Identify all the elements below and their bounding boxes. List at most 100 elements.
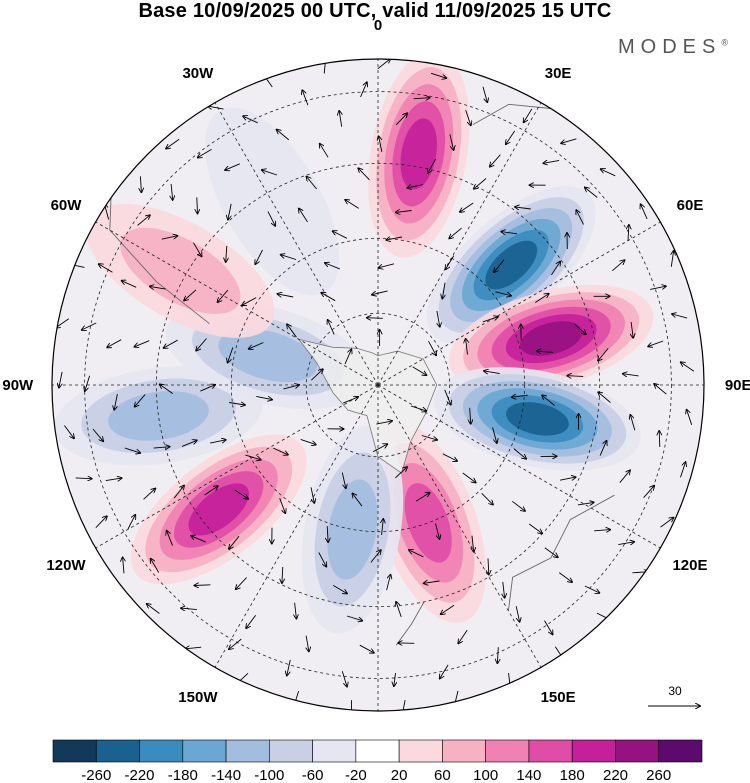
anomaly-negative (434, 367, 641, 471)
wind-arrow (320, 144, 329, 158)
wind-arrow (484, 371, 500, 374)
wind-arrow (442, 282, 445, 299)
wind-arrow (512, 500, 525, 511)
wind-arrow (333, 231, 348, 239)
map-disk (52, 59, 704, 711)
wind-arrow (236, 577, 247, 590)
wind-arrow (660, 518, 674, 528)
wind-arrow (191, 536, 206, 543)
wind-arrow (277, 130, 290, 141)
meridian-line (214, 102, 379, 386)
colorbar-tick-label: -60 (302, 767, 324, 783)
wind-arrow (321, 293, 336, 302)
colorbar-swatch (442, 739, 486, 763)
anomaly-negative (426, 186, 596, 344)
colorbar-swatch (658, 739, 703, 763)
wind-arrow (193, 242, 201, 257)
anomaly-contour (108, 391, 209, 441)
meridian-line (377, 221, 661, 386)
wind-arrow (82, 322, 97, 330)
colorbar-swatch (225, 739, 270, 763)
wind-arrow (107, 339, 122, 348)
wind-arrow (124, 447, 140, 453)
anomaly-positive (130, 434, 307, 585)
wind-arrow (295, 602, 297, 619)
wind-arrow (210, 440, 226, 444)
wind-arrow (577, 502, 594, 505)
wind-arrow (99, 264, 113, 273)
wind-arrow (344, 349, 351, 365)
wind-arrow (171, 183, 173, 200)
meridian-line (95, 221, 379, 386)
wind-arrow (561, 138, 577, 144)
colorbar-tick-label: -20 (345, 767, 367, 783)
wind-arrow (229, 403, 245, 406)
wind-arrow (135, 394, 146, 407)
wind-arrow (299, 209, 308, 223)
wind-arrow (386, 575, 391, 591)
wind-arrow (394, 467, 407, 479)
wind-arrow (198, 149, 212, 157)
wind-arrow (428, 158, 436, 173)
wind-arrow (234, 489, 248, 499)
wind-arrow (307, 177, 317, 190)
wind-arrow (503, 581, 505, 598)
wind-arrow (543, 160, 560, 163)
wind-arrow (345, 200, 359, 209)
wind-arrow (601, 169, 616, 177)
colorbar-tick-label: 60 (434, 767, 451, 783)
colorbar-tick-label: 100 (473, 767, 498, 783)
wind-arrow (137, 215, 150, 226)
wind-arrow (598, 348, 609, 360)
wind-arrow (358, 168, 370, 181)
wind-arrow (328, 320, 335, 335)
colorbar-swatch (312, 739, 357, 763)
colorbar-swatch (571, 739, 616, 763)
wind-arrow (573, 323, 586, 335)
wind-arrow (310, 369, 323, 381)
anomaly-positive (370, 422, 486, 623)
meridian-line (377, 102, 542, 386)
wind-arrow (226, 245, 227, 262)
wind-arrow (95, 516, 107, 529)
wind-arrow (114, 394, 118, 410)
graticule (52, 59, 704, 711)
wind-arrow (497, 647, 498, 663)
wind-arrow (412, 366, 427, 375)
wind-arrow (421, 435, 437, 440)
longitude-label: 120E (672, 557, 707, 574)
wind-arrow (243, 116, 258, 124)
colorbar-tick-label: 220 (603, 767, 628, 783)
wind-arrow (267, 211, 275, 226)
africa-coast (472, 103, 551, 125)
wind-arrow (59, 371, 63, 388)
colorbar-tick-label: 260 (646, 767, 671, 783)
wind-arrow (273, 447, 288, 455)
wind-arrow (372, 290, 388, 295)
wind-arrow (428, 340, 437, 355)
wind-arrow (85, 375, 91, 391)
wind-arrow (672, 314, 688, 319)
wind-arrow (472, 535, 474, 552)
wind-arrow (377, 59, 391, 70)
longitude-label: 90W (2, 377, 34, 394)
wind-arrow (228, 347, 234, 363)
wind-arrow (181, 440, 197, 447)
colorbar: -260 -220 -180 -140 -100 -60 -20 20 60 100 140 180 2… (52, 739, 703, 783)
wind-arrow (196, 338, 207, 351)
south-america-coast (109, 197, 210, 325)
wind-arrow (343, 397, 358, 404)
wind-arrow (262, 170, 278, 176)
wind-arrow (185, 647, 202, 649)
wind-arrow (184, 289, 197, 301)
wind-arrow (449, 134, 454, 150)
wind-vectors (56, 59, 695, 711)
longitude-label: 150W (178, 689, 218, 706)
anomaly-contour (327, 479, 378, 580)
wind-arrow (576, 210, 584, 225)
meridian-line (214, 384, 379, 668)
wind-arrow (659, 431, 660, 448)
wind-arrow (641, 204, 648, 220)
wind-arrow (462, 472, 476, 483)
wind-arrow (228, 203, 232, 220)
